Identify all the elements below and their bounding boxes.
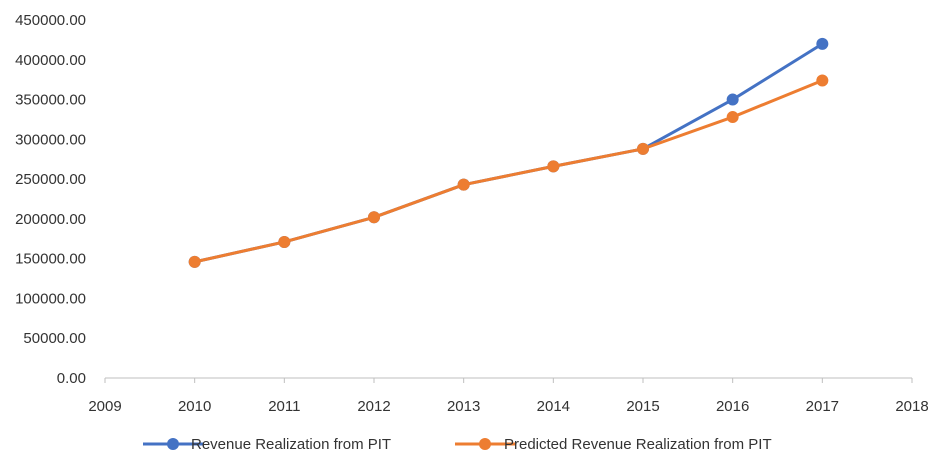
- x-tick-label: 2013: [447, 398, 480, 415]
- legend-label-actual: Revenue Realization from PIT: [191, 436, 391, 453]
- x-axis: 2009 2010 2011 2012 2013 2014 2015 2016 2017 2018: [88, 377, 929, 415]
- data-point-1-1: [278, 235, 291, 248]
- data-point-1-0: [188, 255, 201, 268]
- x-tick-label: 2018: [895, 398, 928, 415]
- y-tick-label: 150000.00: [15, 251, 86, 268]
- y-tick-label: 250000.00: [15, 171, 86, 188]
- series-line-1: [194, 79, 823, 264]
- y-tick-label: 200000.00: [15, 211, 86, 228]
- y-tick-label: 400000.00: [15, 52, 86, 69]
- y-tick-label: 0.00: [57, 370, 86, 387]
- data-point-1-7: [816, 74, 829, 87]
- x-tick-label: 2015: [626, 398, 659, 415]
- legend-marker-predicted: [479, 438, 491, 450]
- x-tick-label: 2012: [357, 398, 390, 415]
- y-axis: 0.00 50000.00 100000.00 150000.00 200000.00 2…: [15, 12, 86, 387]
- legend-item-actual: Revenue Realization from PIT: [143, 436, 391, 453]
- x-tick-label: 2016: [716, 398, 749, 415]
- data-point-1-6: [726, 111, 739, 124]
- x-tick-label: 2017: [806, 398, 839, 415]
- legend-label-predicted: Predicted Revenue Realization from PIT: [504, 436, 772, 453]
- series-line-0: [194, 42, 824, 264]
- data-point-1-4: [547, 160, 560, 173]
- data-point-1-3: [457, 178, 470, 191]
- x-tick-label: 2011: [268, 398, 300, 415]
- y-tick-label: 350000.00: [15, 92, 86, 109]
- data-point-0-6: [726, 93, 739, 106]
- x-tick-label: 2014: [537, 398, 570, 415]
- legend: Revenue Realization from PIT Predicted R…: [143, 436, 772, 453]
- data-point-0-7: [816, 37, 829, 50]
- x-tick-label: 2010: [178, 398, 211, 415]
- y-tick-label: 50000.00: [23, 330, 86, 347]
- y-tick-label: 100000.00: [15, 290, 86, 307]
- data-point-1-2: [368, 211, 380, 224]
- plot-area: [188, 37, 829, 268]
- legend-item-predicted: Predicted Revenue Realization from PIT: [455, 436, 772, 453]
- x-tick-label: 2009: [88, 398, 121, 415]
- legend-marker-actual: [167, 438, 179, 450]
- y-tick-label: 300000.00: [15, 131, 86, 148]
- y-tick-label: 450000.00: [15, 12, 86, 29]
- data-point-1-5: [637, 142, 649, 155]
